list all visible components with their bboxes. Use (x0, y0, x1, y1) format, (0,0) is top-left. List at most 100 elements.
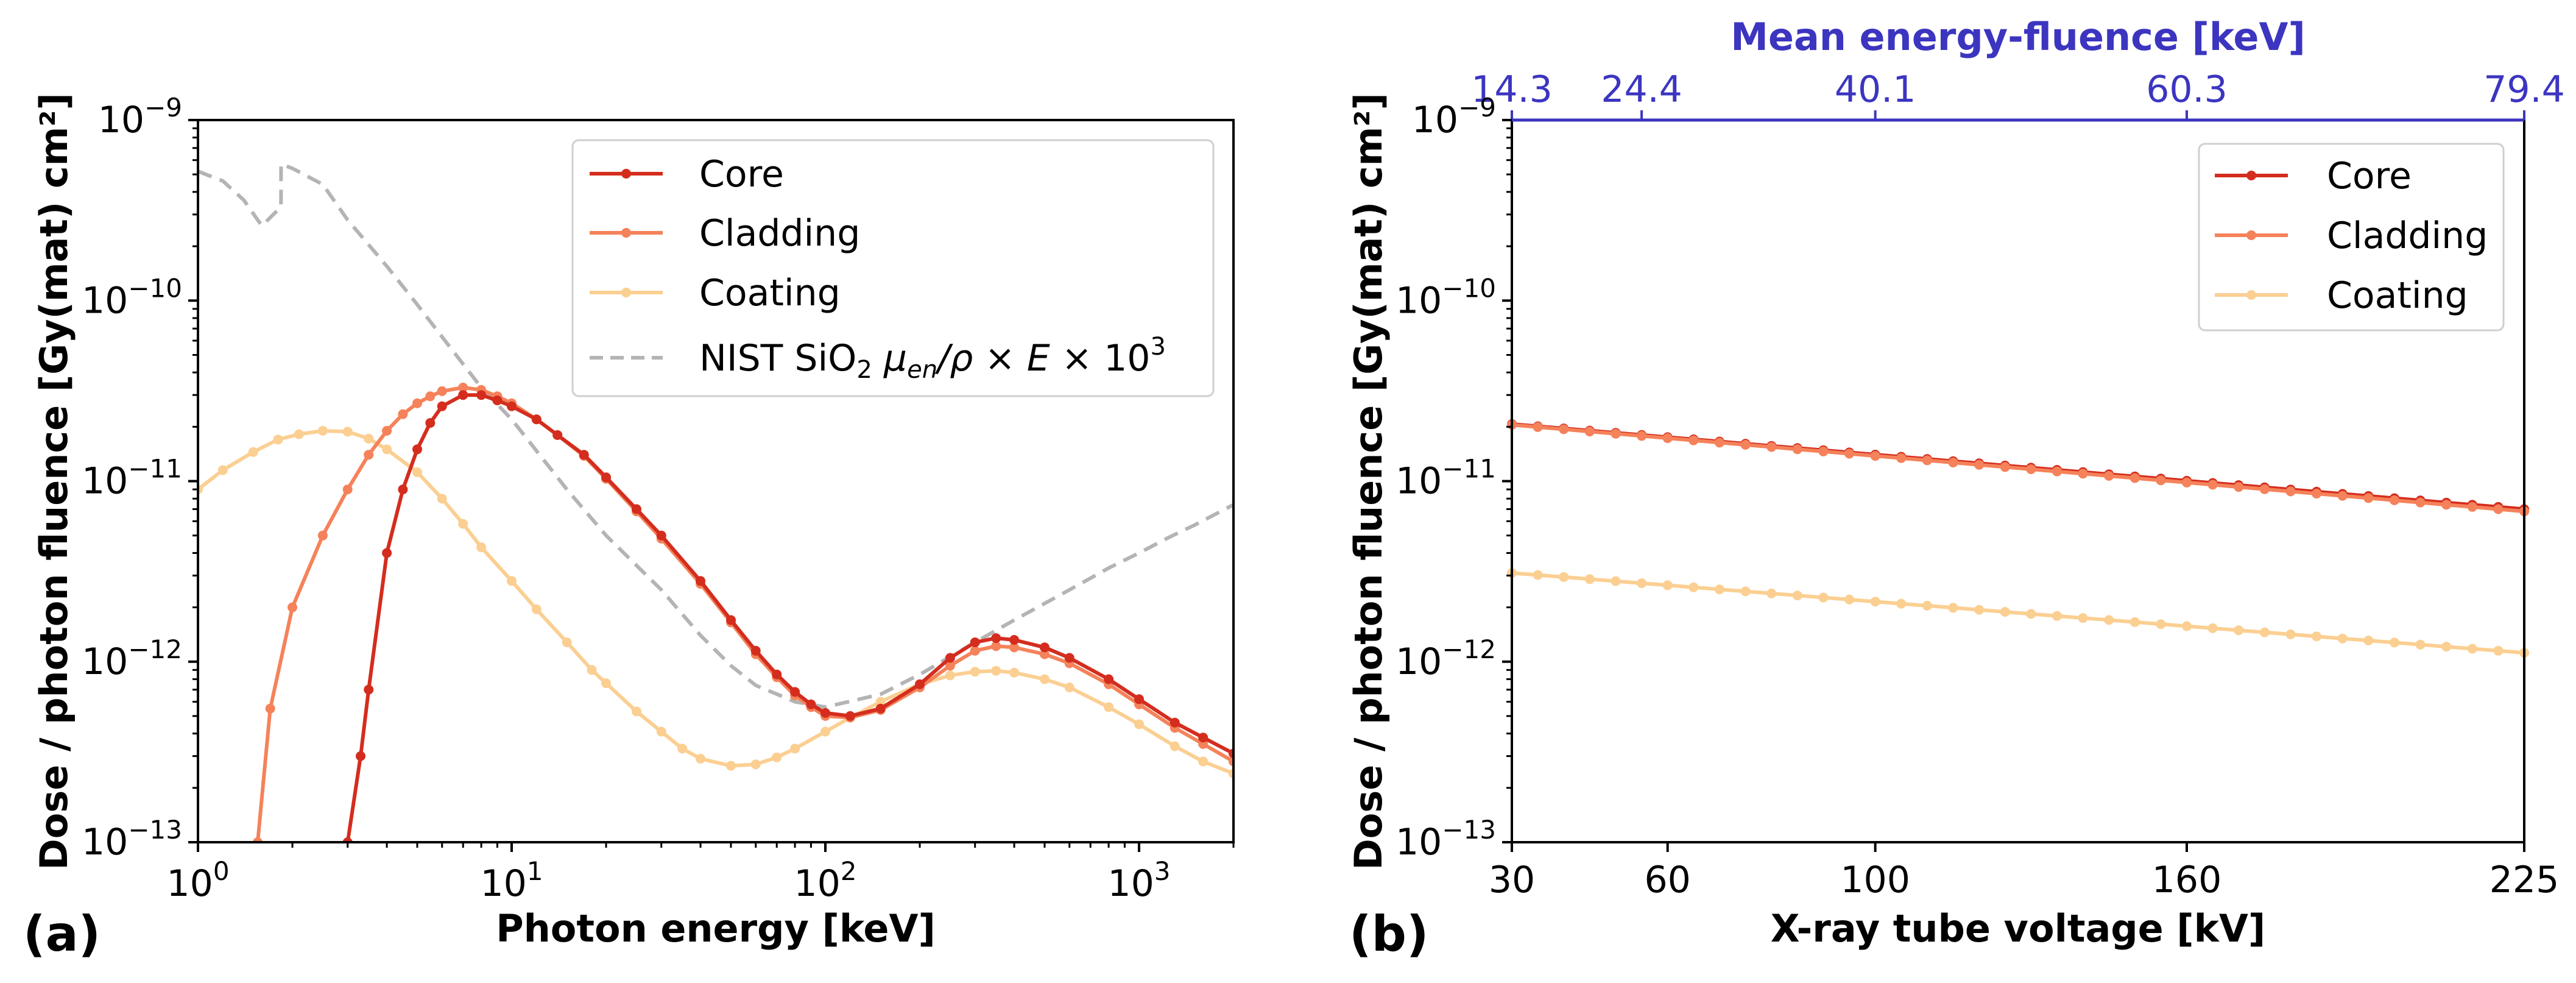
data-point-coating (677, 743, 688, 754)
y-tick-label: 10−9 (98, 93, 182, 141)
y-tick-label-b: 10−9 (1412, 93, 1496, 141)
data-point-b-coating (1611, 576, 1621, 586)
panel-a-legend-box (571, 139, 1215, 397)
data-point-b-cladding (1974, 460, 1985, 470)
panel-a-x-ticks: 100 101 102 103 (166, 842, 1235, 905)
top-tick-label: 60.3 (2146, 68, 2228, 111)
data-point-b-cladding (1584, 427, 1595, 437)
y-tick-label: 10−11 (82, 454, 182, 503)
data-point-cladding (437, 386, 447, 396)
panel-b-y-ticks: 10−13 10−12 10−11 10−10 10−9 (1396, 93, 1512, 864)
data-point-coating (412, 467, 422, 477)
legend-marker-core (621, 169, 631, 179)
data-point-b-cladding (1792, 444, 1802, 455)
series-b-line-cladding (1511, 423, 2525, 514)
x-tick-label: 102 (794, 856, 856, 905)
top-tick-label: 24.4 (1601, 68, 1682, 111)
panel-a-y-ticks: 10−13 10−12 10−11 10−10 10−9 (82, 93, 198, 864)
data-point-coating (587, 665, 597, 675)
data-point-b-coating (2182, 621, 2192, 631)
data-point-b-cladding (2000, 462, 2010, 472)
data-point-coating (991, 665, 1001, 676)
data-point-b-coating (2363, 636, 2374, 645)
panel-a-x-axis-label: Photon energy [keV] (496, 906, 936, 951)
data-point-b-cladding (1559, 424, 1569, 435)
data-point-coating (1064, 683, 1075, 692)
data-point-b-coating (1844, 594, 1854, 605)
data-point-core (425, 418, 436, 428)
data-point-coating (1170, 741, 1180, 751)
data-point-b-cladding (2415, 497, 2426, 508)
data-point-core (1170, 717, 1180, 728)
data-point-b-cladding (1637, 431, 1647, 441)
data-point-cladding (342, 484, 353, 495)
data-point-coating (1104, 702, 1114, 712)
data-point-coating (437, 494, 447, 504)
data-point-cladding (945, 661, 955, 671)
data-point-b-cladding (2207, 480, 2218, 490)
panel-b-top-ticks: 14.3 24.4 40.1 60.3 79.4 (1471, 68, 2565, 120)
y-tick-label-b: 10−11 (1396, 454, 1496, 503)
data-point-cladding (317, 530, 328, 541)
data-point-b-coating (2207, 623, 2218, 633)
data-point-core (970, 637, 980, 647)
data-point-b-coating (1948, 603, 1958, 613)
data-point-coating (562, 637, 572, 647)
data-point-cladding (265, 703, 275, 714)
data-point-coating (656, 726, 666, 737)
data-point-core (492, 396, 503, 405)
panel-b-top-axis-label: Mean energy-fluence [keV] (1731, 15, 2306, 59)
data-point-b-coating (2078, 613, 2088, 623)
data-point-core (356, 751, 365, 761)
y-tick-label: 10−10 (82, 273, 182, 322)
data-point-b-cladding (2285, 486, 2296, 497)
data-point-cladding (398, 409, 408, 419)
data-point-b-cladding (1896, 453, 1907, 463)
data-point-b-cladding (2104, 470, 2114, 481)
data-point-core (656, 530, 666, 541)
data-point-coating (945, 670, 955, 681)
data-point-b-cladding (2234, 482, 2244, 492)
series-line-cladding (256, 385, 1233, 842)
data-point-coating (820, 726, 830, 737)
data-point-b-coating (2337, 633, 2348, 644)
panel-b-x-axis-label: X-ray tube voltage [kV] (1771, 906, 2265, 951)
legend-b-label-core: Core (2327, 155, 2412, 197)
legend-label-nist: NIST SiO2 μen/ρ × E × 103 (699, 333, 1166, 384)
top-tick-label: 40.1 (1835, 68, 1916, 111)
data-point-core (437, 401, 447, 411)
top-tick-label: 79.4 (2483, 68, 2565, 111)
legend-marker-cladding (621, 228, 631, 238)
data-point-b-cladding (1818, 446, 1829, 456)
data-point-coating (507, 576, 517, 586)
data-point-coating (696, 754, 705, 764)
data-point-core (1134, 694, 1144, 704)
data-point-core (531, 414, 542, 425)
legend-b-entry-coating: Coating (2215, 274, 2468, 317)
data-point-core (845, 711, 855, 721)
legend-b-label-coating: Coating (2327, 274, 2468, 317)
data-point-cladding (1039, 649, 1050, 659)
data-point-b-coating (2234, 625, 2244, 636)
data-point-b-coating (2493, 645, 2504, 656)
data-point-b-coating (2441, 642, 2452, 652)
data-point-b-cladding (2156, 475, 2166, 486)
data-point-b-coating (1974, 605, 1985, 615)
data-point-core (476, 390, 487, 400)
data-point-b-cladding (1533, 422, 1543, 432)
data-point-b-coating (1637, 578, 1647, 588)
data-point-b-coating (2312, 631, 2322, 642)
data-point-cladding (288, 602, 297, 612)
x-tick-label-b: 60 (1645, 859, 1691, 901)
legend-label-coating: Coating (699, 272, 841, 314)
data-point-coating (531, 604, 542, 614)
legend-b-entry-cladding: Cladding (2215, 215, 2488, 257)
data-point-b-cladding (2337, 491, 2348, 501)
data-point-b-coating (2104, 615, 2114, 625)
data-point-coating (790, 743, 800, 754)
data-point-coating (1009, 667, 1019, 678)
data-point-b-cladding (2467, 502, 2477, 512)
data-point-coating (217, 465, 228, 475)
data-point-b-coating (2259, 627, 2270, 637)
data-point-core (398, 484, 408, 495)
